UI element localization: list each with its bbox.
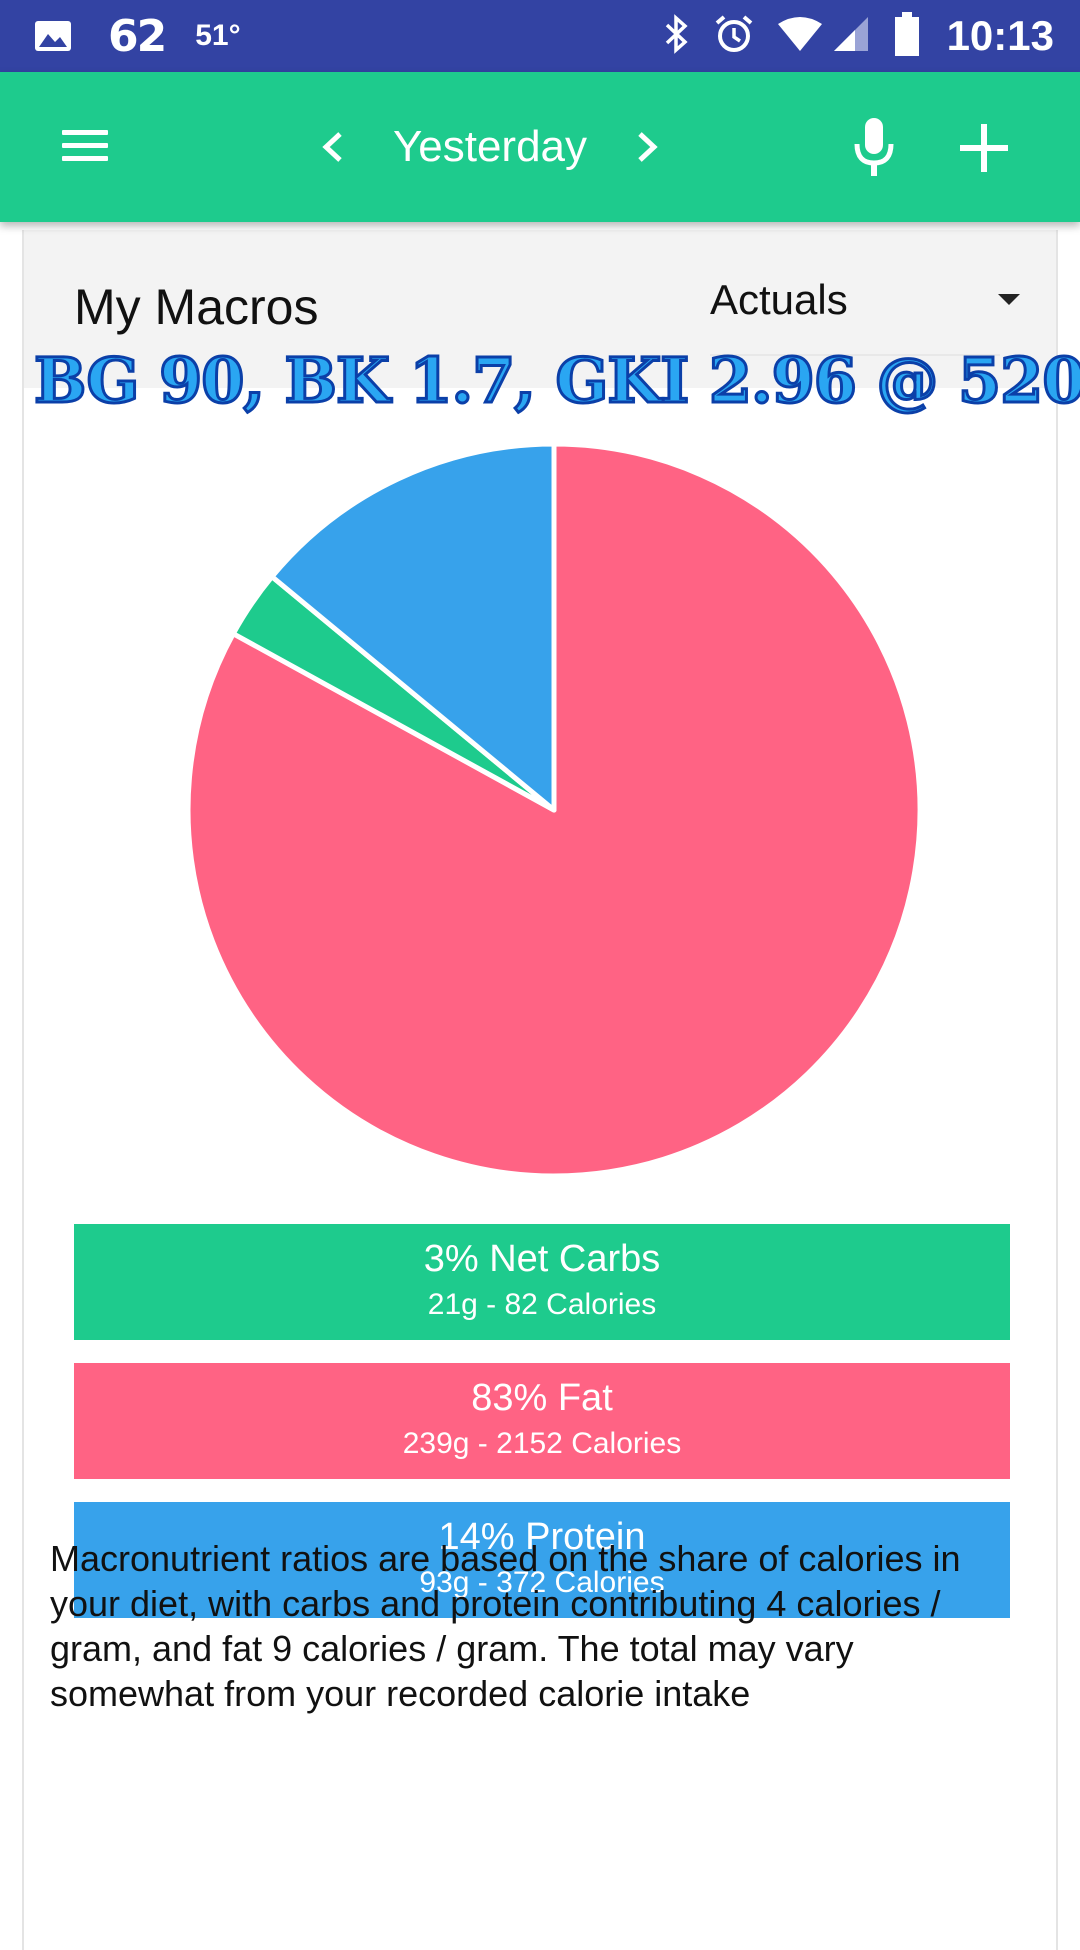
- macro-bar-carbs: 3% Net Carbs 21g - 82 Calories: [74, 1224, 1010, 1340]
- battery-icon: [894, 11, 919, 61]
- status-bar-left: 62 51°: [34, 0, 241, 72]
- divider: [710, 354, 1000, 356]
- overlay-note: BG 90, BK 1.7, GKI 2.96 @ 520p: [33, 343, 1080, 419]
- wifi-icon: [777, 16, 823, 57]
- menu-icon-line: [62, 143, 108, 148]
- status-bar: 62 51°: [0, 0, 1080, 72]
- clock: 10:13: [946, 12, 1054, 59]
- macros-card: My Macros Actuals BG 90, BK 1.7, GKI 2.9…: [22, 230, 1080, 1950]
- card-title: My Macros: [74, 279, 319, 335]
- macro-detail: 21g - 82 Calories: [427, 1288, 657, 1321]
- chevron-right-icon: [638, 132, 658, 162]
- signal-icon: [833, 16, 869, 57]
- alarm-icon: [713, 13, 755, 60]
- previous-day-button[interactable]: [312, 118, 352, 176]
- chevron-left-icon: [322, 132, 342, 162]
- caret-down-icon: [998, 294, 1020, 305]
- plus-icon: [960, 124, 1008, 172]
- card-header: My Macros Actuals: [24, 230, 1056, 388]
- image-icon: [34, 20, 72, 52]
- notification-count: 62: [108, 10, 167, 62]
- macro-detail: 93g - 372 Calories: [419, 1566, 665, 1599]
- temperature: 51°: [195, 19, 241, 52]
- menu-icon-line: [62, 156, 108, 161]
- app-bar: Yesterday: [0, 72, 1080, 222]
- view-select-value: Actuals: [710, 276, 848, 323]
- menu-button[interactable]: [58, 122, 114, 172]
- menu-icon-line: [62, 130, 108, 135]
- macro-label: 83% Fat: [471, 1377, 613, 1419]
- macros-pie-chart: [174, 430, 934, 1190]
- voice-input-button[interactable]: [848, 116, 900, 180]
- pie-chart-svg: [185, 441, 923, 1179]
- date-title[interactable]: Yesterday: [392, 122, 588, 171]
- add-button[interactable]: [956, 120, 1012, 176]
- macro-detail: 239g - 2152 Calories: [402, 1427, 682, 1460]
- macro-label: 3% Net Carbs: [423, 1238, 661, 1280]
- status-bar-right: 10:13: [641, 0, 1054, 72]
- macros-description: Macronutrient ratios are based on the sh…: [50, 1538, 961, 1714]
- next-day-button[interactable]: [628, 118, 668, 176]
- view-select[interactable]: Actuals: [710, 270, 1030, 336]
- bluetooth-icon: [663, 13, 691, 59]
- macro-bar-protein: 14% Protein 93g - 372 Calories: [74, 1502, 1010, 1618]
- macro-label: 14% Protein: [438, 1516, 646, 1558]
- mic-icon: [854, 118, 894, 176]
- pie-slice-protein: [269, 441, 557, 813]
- macro-bar-fat: 83% Fat 239g - 2152 Calories: [74, 1363, 1010, 1479]
